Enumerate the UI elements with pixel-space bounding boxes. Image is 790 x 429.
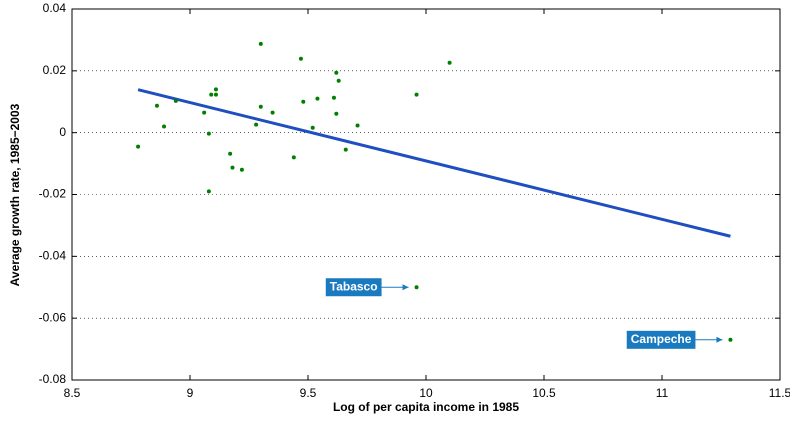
x-tick-label: 9 <box>187 386 194 400</box>
point <box>254 122 259 127</box>
point <box>258 104 263 109</box>
point <box>334 70 339 75</box>
point <box>447 60 452 65</box>
point <box>334 111 339 116</box>
point <box>202 110 207 115</box>
annotation: Tabasco <box>325 278 409 297</box>
x-tick-label: 11 <box>656 386 669 400</box>
point <box>310 125 315 130</box>
point <box>291 155 296 160</box>
y-tick-label: 0.04 <box>43 1 67 15</box>
point <box>414 92 419 97</box>
x-axis-label: Log of per capita income in 1985 <box>333 400 519 414</box>
y-tick-label: 0 <box>59 125 66 139</box>
point <box>162 124 167 129</box>
point <box>728 337 733 342</box>
point <box>154 103 159 108</box>
point <box>230 165 235 170</box>
y-tick-label: -0.04 <box>39 249 67 263</box>
plot-frame <box>71 8 781 381</box>
point <box>270 110 275 115</box>
point <box>206 131 211 136</box>
point <box>239 167 244 172</box>
annotation-box <box>325 278 382 297</box>
point <box>331 95 336 100</box>
x-tick-label: 8.5 <box>64 386 81 400</box>
x-tick-label: 11.5 <box>769 386 790 400</box>
y-tick-label: -0.02 <box>39 187 67 201</box>
point <box>336 78 341 83</box>
x-tick-label: 10 <box>419 386 433 400</box>
annotation: Campeche <box>626 330 723 349</box>
point <box>173 98 178 103</box>
point <box>315 96 320 101</box>
point <box>228 151 233 156</box>
point <box>206 189 211 194</box>
point <box>209 92 214 97</box>
arrow-head <box>716 336 723 343</box>
point <box>136 144 141 149</box>
point <box>298 56 303 61</box>
y-tick-label: -0.08 <box>39 372 67 386</box>
point <box>301 99 306 104</box>
x-tick-label: 9.5 <box>300 386 317 400</box>
arrow-head <box>402 284 409 291</box>
y-axis-label: Average growth rate, 1985−2003 <box>8 103 22 286</box>
y-tick-label: 0.02 <box>43 63 67 77</box>
point <box>213 92 218 97</box>
point <box>414 285 419 290</box>
point <box>343 147 348 152</box>
annotation-box <box>626 330 696 349</box>
annotation-label: Tabasco <box>330 279 378 293</box>
point <box>213 87 218 92</box>
point <box>258 41 263 46</box>
annotation-label: Campeche <box>631 332 692 346</box>
point <box>355 123 360 128</box>
fit-line <box>137 88 731 238</box>
x-tick-label: 10.5 <box>532 386 556 400</box>
y-tick-label: -0.06 <box>39 310 67 324</box>
